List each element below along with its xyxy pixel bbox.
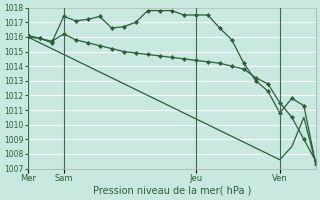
X-axis label: Pression niveau de la mer( hPa ): Pression niveau de la mer( hPa ) <box>92 186 251 196</box>
